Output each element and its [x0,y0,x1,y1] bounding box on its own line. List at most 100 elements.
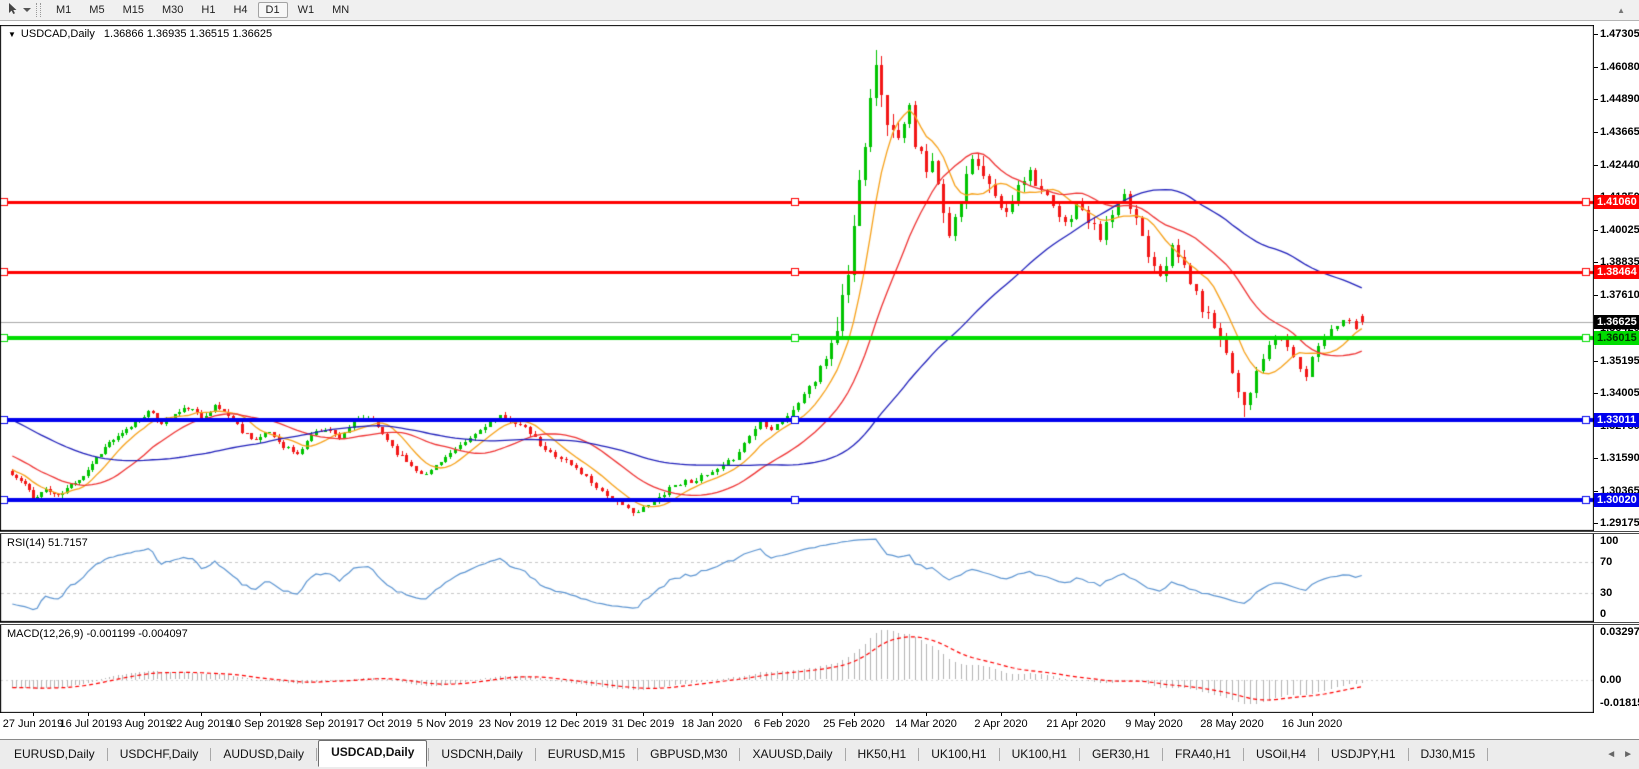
tab-separator [1318,748,1320,761]
date-label: 9 May 2020 [1125,718,1183,730]
dropdown-caret-icon[interactable] [23,8,31,12]
date-label: 14 Mar 2020 [895,718,957,730]
main-chart-panel: ▼ USDCAD,Daily 1.36866 1.36935 1.36515 1… [0,21,1639,531]
symbol-collapse-icon[interactable]: ▼ [8,29,16,39]
timeframe-button-m15[interactable]: M15 [122,4,144,16]
main-chart-canvas[interactable] [0,25,1594,531]
price-tick-label: 1.42440 [1600,159,1639,171]
date-tick [144,713,145,716]
timeframe-buttons: M1 M5 M15 M30 H1 H4 D1 W1 MN [47,2,358,18]
price-tick-label: 1.43665 [1600,126,1639,138]
rsi-axis-label: 100 [1600,535,1619,547]
timeframe-button-m30[interactable]: M30 [161,4,184,16]
price-tick-dash [1594,458,1598,459]
tab-uk100-h1[interactable]: UK100,H1 [1011,747,1067,761]
tab-ger30-h1[interactable]: GER30,H1 [1091,747,1150,761]
date-label: 10 Sep 2019 [228,718,292,730]
tab-xauusd-daily[interactable]: XAUUSD,Daily [752,747,833,761]
date-tick [88,713,89,716]
tab-usoil-h4[interactable]: USOil,H4 [1256,747,1307,761]
date-label: 2 Apr 2020 [974,718,1028,730]
date-tick [782,713,783,716]
timeframe-button-h4[interactable]: H4 [233,4,248,16]
scroll-up-button[interactable]: ▲ [1617,5,1625,15]
tab-dj30-m15[interactable]: DJ30,M15 [1420,747,1476,761]
macd-axis-label: -0.018154 [1600,697,1639,709]
tab-usdjpy-h1[interactable]: USDJPY,H1 [1331,747,1396,761]
tab-gbpusd-m30[interactable]: GBPUSD,M30 [650,747,728,761]
panel-splitter[interactable] [0,622,1639,625]
date-tick [1001,713,1002,716]
tab-scroll-left-button[interactable]: ◄ [1606,749,1617,760]
price-tick-dash [1594,393,1598,394]
date-label: 18 Jan 2020 [681,718,743,730]
rsi-axis-label: 0 [1600,608,1607,620]
price-tick-dash [1594,295,1598,296]
cursor-icon [7,2,20,18]
date-label: 21 Apr 2020 [1046,718,1106,730]
price-tick-dash [1594,165,1598,166]
date-tick [576,713,577,716]
toolbar-drag-handle[interactable] [36,3,41,17]
rsi-label: RSI(14) 51.7157 [7,537,88,549]
tab-nav: ◄ ► [1606,749,1633,760]
date-label: 17 Oct 2019 [352,718,412,730]
date-label: 28 Sep 2019 [289,718,353,730]
macd-panel: MACD(12,26,9) -0.001199 -0.004097 0.0329… [0,625,1639,713]
tab-separator [534,748,536,761]
timeframe-button-h1[interactable]: H1 [201,4,216,16]
tab-usdcad-daily[interactable]: USDCAD,Daily [318,739,428,767]
rsi-axis-label: 70 [1600,556,1613,568]
price-tick-label: 1.47305 [1600,28,1639,40]
date-tick [926,713,927,716]
date-label: 16 Jun 2020 [1281,718,1343,730]
date-label: 5 Nov 2019 [416,718,474,730]
tab-separator [844,748,846,761]
tab-eurusd-daily[interactable]: EURUSD,Daily [14,747,95,761]
macd-axis-label: 0.032972 [1600,626,1639,638]
toolbar: M1 M5 M15 M30 H1 H4 D1 W1 MN ▲ [0,0,1639,21]
macd-canvas[interactable] [0,625,1594,713]
price-marker-hline: 1.30020 [1594,493,1639,507]
date-tick [201,713,202,716]
price-axis[interactable]: 1.473051.460801.448901.436651.424401.412… [1594,21,1639,531]
tab-separator [316,748,318,761]
rsi-axis[interactable]: 100 70 30 0 [1594,534,1639,622]
price-tick-dash [1594,67,1598,68]
panel-splitter[interactable] [0,531,1639,534]
tab-eurusd-m15[interactable]: EURUSD,M15 [547,747,626,761]
tab-audusd-daily[interactable]: AUDUSD,Daily [223,747,305,761]
price-tick-label: 1.40025 [1600,224,1639,236]
timeframe-button-d1[interactable]: D1 [257,2,288,18]
tab-usdcnh-daily[interactable]: USDCNH,Daily [441,747,523,761]
tab-scroll-right-button[interactable]: ► [1623,749,1633,760]
chart-tool-button[interactable] [4,1,34,19]
price-tick-dash [1594,132,1598,133]
date-axis[interactable]: 27 Jun 2019 16 Jul 2019 3 Aug 2019 22 Aug 2… [0,713,1639,739]
date-label: 31 Dec 2019 [611,718,675,730]
date-tick [643,713,644,716]
tab-separator [998,748,1000,761]
macd-axis[interactable]: 0.032972 0.00 -0.018154 [1594,625,1639,713]
price-marker-hline: 1.41060 [1594,195,1639,209]
tab-hk50-h1[interactable]: HK50,H1 [857,747,907,761]
price-marker-current: 1.36625 [1594,315,1639,329]
date-tick [510,713,511,716]
price-tick-label: 1.34005 [1600,387,1639,399]
tab-uk100-h1[interactable]: UK100,H1 [931,747,987,761]
timeframe-button-mn[interactable]: MN [332,4,350,16]
timeframe-button-m1[interactable]: M1 [56,4,72,16]
timeframe-button-m5[interactable]: M5 [89,4,105,16]
timeframe-button-w1[interactable]: W1 [297,4,315,16]
tab-fra40-h1[interactable]: FRA40,H1 [1174,747,1232,761]
tab-usdchf-daily[interactable]: USDCHF,Daily [119,747,199,761]
price-tick-dash [1594,230,1598,231]
price-tick-dash [1594,361,1598,362]
macd-label: MACD(12,26,9) -0.001199 -0.004097 [7,628,188,640]
tab-separator [918,748,920,761]
price-marker-hline: 1.33011 [1594,413,1639,427]
rsi-canvas[interactable] [0,534,1594,622]
price-tick-label: 1.29175 [1600,517,1639,529]
price-tick-dash [1594,262,1598,263]
price-tick-label: 1.46080 [1600,61,1639,73]
